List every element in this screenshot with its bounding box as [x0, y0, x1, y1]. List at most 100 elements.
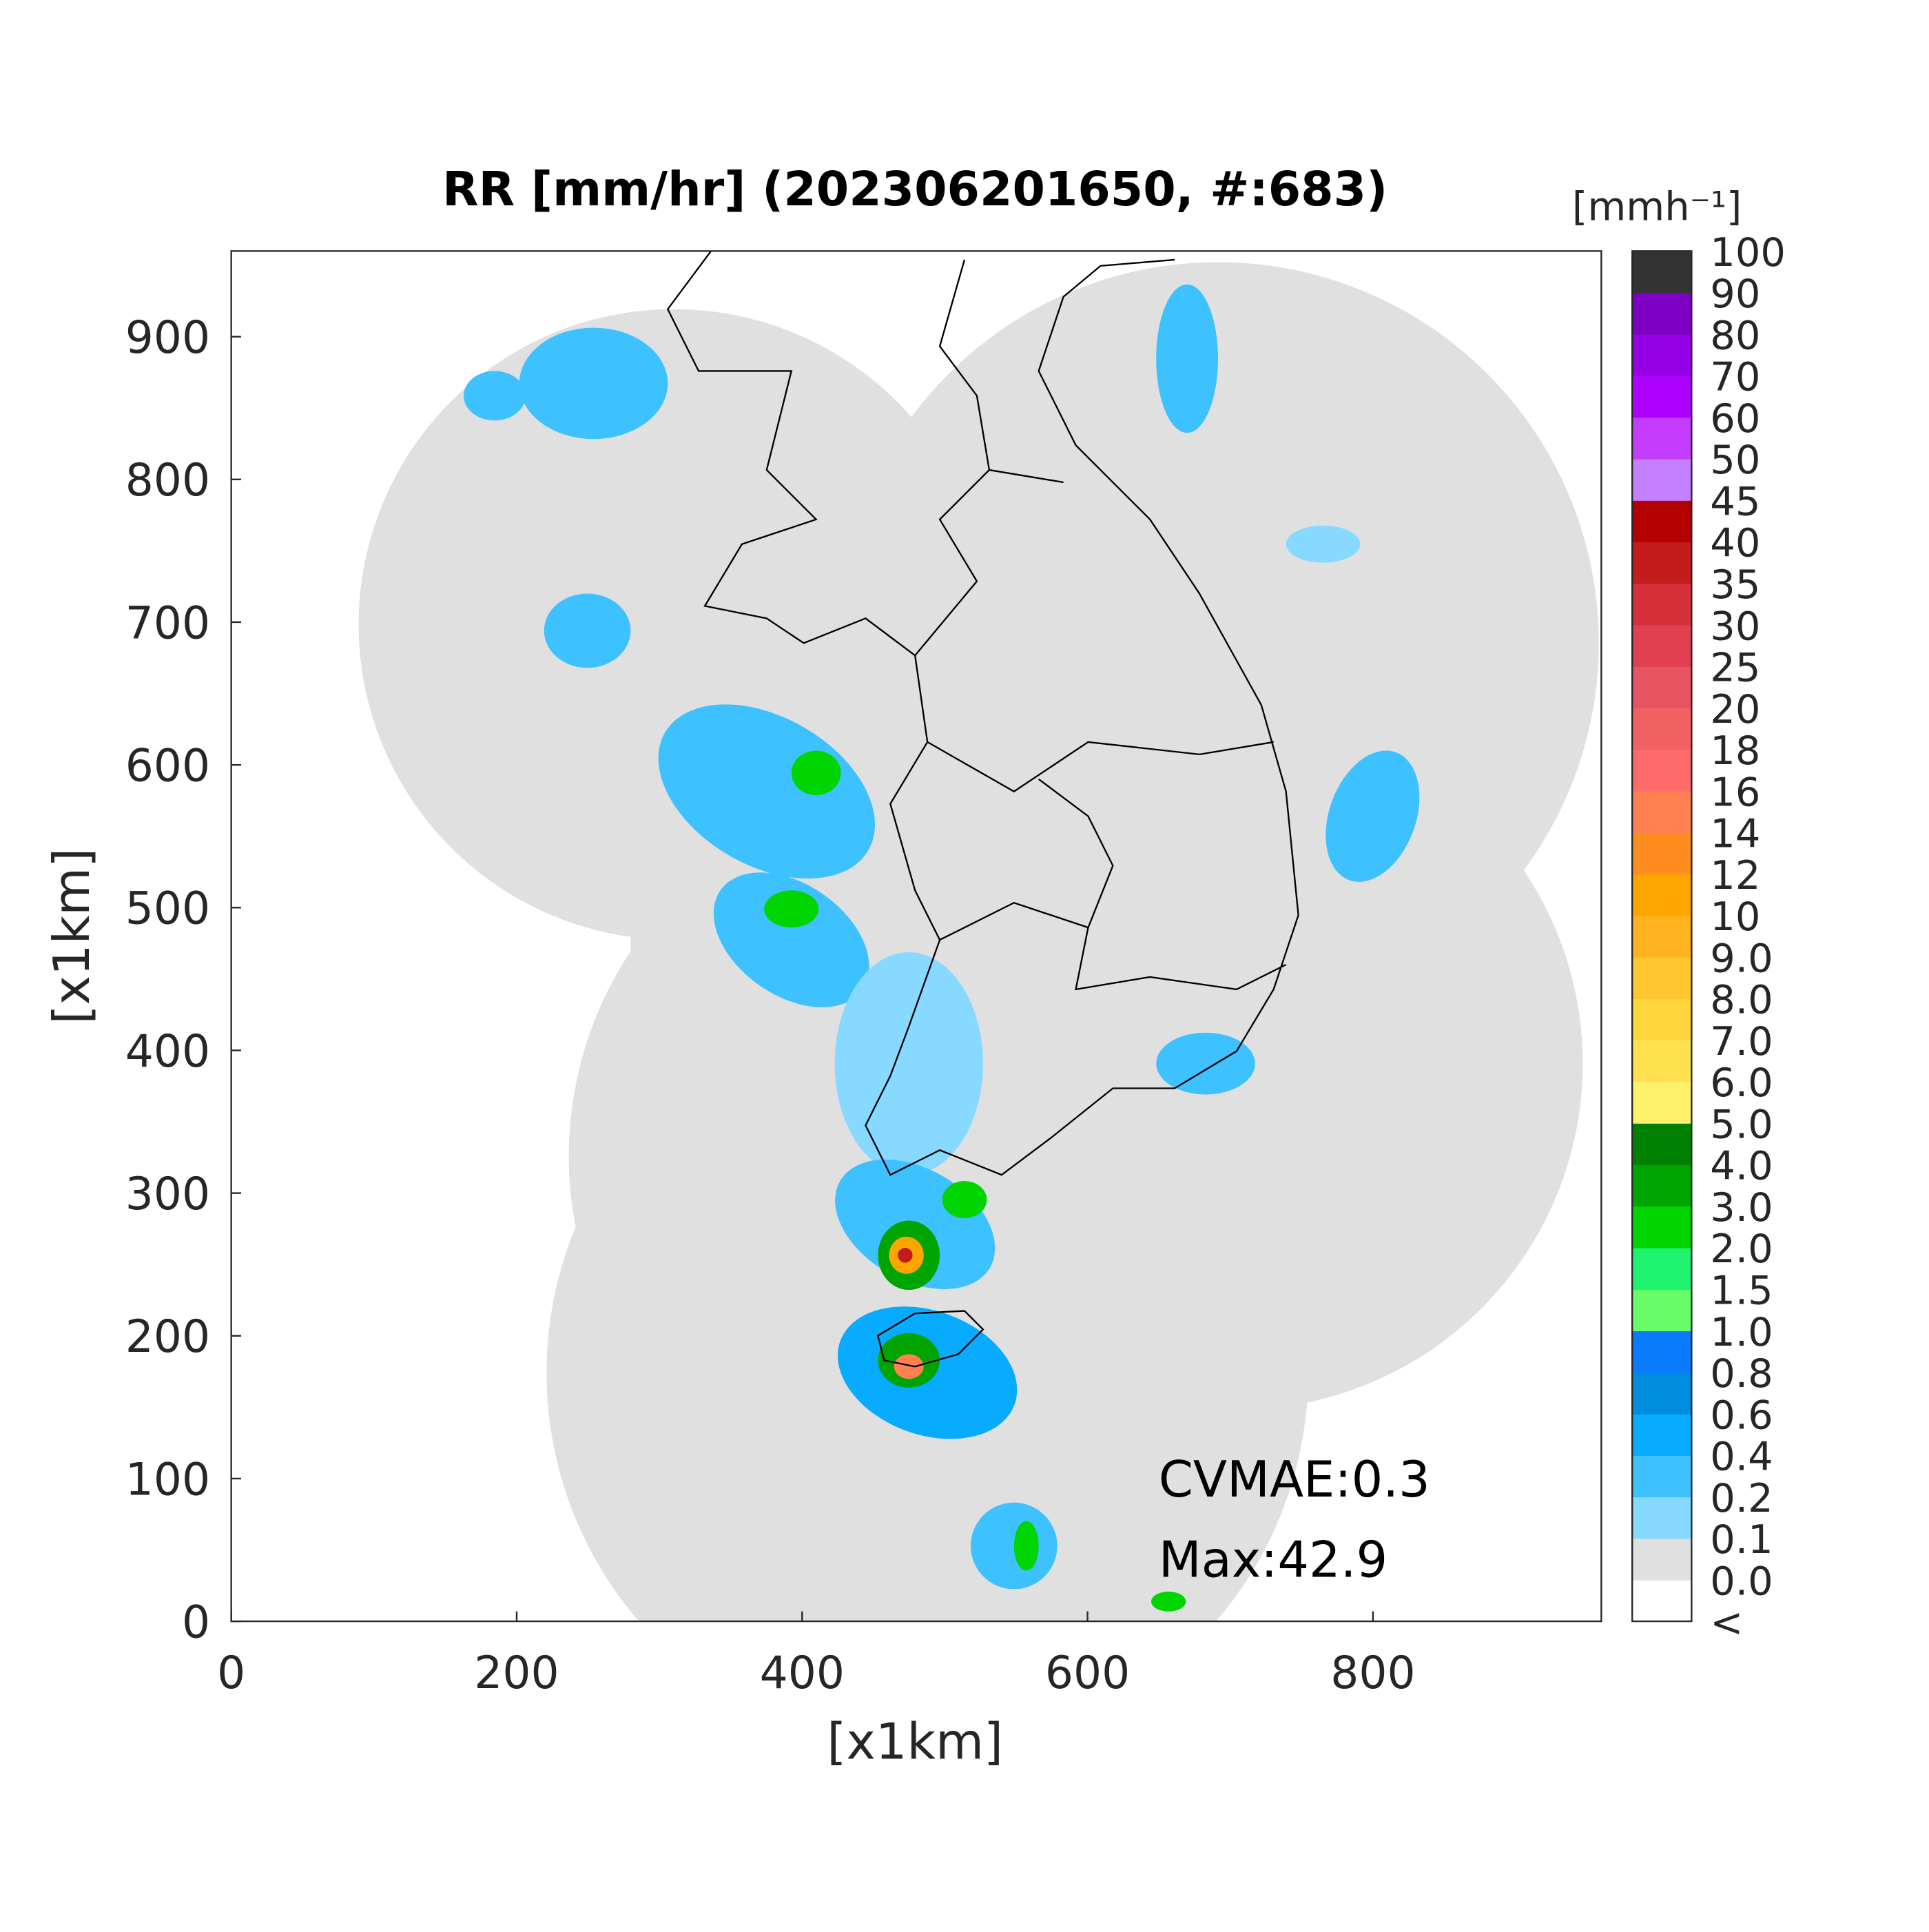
colorbar-label: 90: [1710, 271, 1760, 317]
y-tick-label: 700: [125, 597, 210, 649]
x-tick-label: 800: [1330, 1647, 1415, 1699]
colorbar-segment: [1632, 1122, 1692, 1166]
colorbar-label: 14: [1710, 811, 1760, 857]
y-tick-label: 500: [125, 883, 210, 935]
colorbar-segment: [1632, 458, 1692, 501]
colorbar-label: 30: [1710, 603, 1760, 649]
colorbar-segment: [1632, 417, 1692, 460]
colorbar-segment: [1632, 1372, 1692, 1415]
colorbar-label: 8.0: [1710, 977, 1773, 1023]
colorbar-segment: [1632, 1247, 1692, 1290]
colorbar-segment: [1632, 251, 1692, 294]
colorbar-segment: [1632, 874, 1692, 916]
colorbar-frame: [1631, 250, 1693, 1623]
colorbar-segment: [1632, 749, 1692, 792]
border-path: [914, 259, 1287, 991]
colorbar-segment: [1632, 1040, 1692, 1082]
colorbar-segment: [1632, 1164, 1692, 1207]
colorbar-label: 7.0: [1710, 1018, 1773, 1065]
colorbar-segment: [1632, 915, 1692, 958]
colorbar-segment: [1632, 956, 1692, 1000]
colorbar-label: 0.8: [1710, 1350, 1773, 1397]
radar-map: [358, 251, 1599, 1622]
colorbar-label: 45: [1710, 478, 1760, 524]
colorbar-label: 50: [1710, 437, 1760, 483]
y-axis-label: [x1km]: [43, 848, 101, 1025]
annotation: Max:42.9: [1159, 1530, 1388, 1588]
colorbar-unit: [mmh⁻¹]: [1572, 183, 1742, 229]
x-tick-label: 400: [760, 1647, 845, 1699]
colorbar-label: 70: [1710, 354, 1760, 400]
rain-area: [834, 952, 983, 1175]
colorbar-label: 12: [1710, 852, 1760, 898]
y-tick-label: 100: [125, 1454, 210, 1505]
colorbar-segment: [1632, 1579, 1692, 1622]
annotation: CVMAE:0.3: [1159, 1450, 1430, 1508]
colorbar-segment: [1632, 1413, 1692, 1456]
colorbar-label: 16: [1710, 769, 1760, 815]
colorbar-label: 60: [1710, 395, 1760, 442]
colorbar-label: 6.0: [1710, 1060, 1773, 1106]
colorbar-label: 10: [1710, 894, 1760, 940]
colorbar-label: 0.6: [1710, 1392, 1773, 1438]
colorbar-segment: [1632, 708, 1692, 750]
colorbar-label: 0.4: [1710, 1434, 1773, 1480]
colorbar-segment: [1632, 1288, 1692, 1332]
colorbar-label: 2.0: [1710, 1226, 1773, 1272]
colorbar-segment: [1632, 500, 1692, 543]
plot-frame: [230, 250, 1602, 1623]
x-tick-label: 600: [1045, 1647, 1130, 1699]
colorbar-label: 1.5: [1710, 1268, 1773, 1314]
colorbar-label: 3.0: [1710, 1184, 1773, 1231]
colorbar-segment: [1632, 583, 1692, 626]
colorbar-segment: [1632, 998, 1692, 1041]
y-tick-label: 800: [125, 455, 210, 506]
rain-core: [894, 1354, 924, 1379]
y-tick-label: 300: [125, 1169, 210, 1220]
colorbar-label: 18: [1710, 728, 1760, 774]
y-tick-label: 600: [125, 740, 210, 792]
colorbar-segment: [1632, 624, 1692, 667]
colorbar-label: 80: [1710, 312, 1760, 358]
colorbar-segment: [1632, 832, 1692, 875]
colorbar-segment: [1632, 333, 1692, 377]
x-tick-label: 200: [474, 1647, 559, 1699]
rain-area: [544, 593, 631, 668]
rain-area: [1286, 525, 1361, 563]
rain-core: [1013, 1521, 1039, 1571]
y-tick-label: 900: [125, 312, 210, 364]
colorbar-label: 5.0: [1710, 1101, 1773, 1147]
rain-area: [713, 872, 869, 1007]
colorbar-label: 40: [1710, 520, 1760, 566]
colorbar-segment: [1632, 292, 1692, 335]
colorbar-label: 25: [1710, 645, 1760, 691]
rain-area: [464, 371, 526, 421]
colorbar-segment: [1632, 1497, 1692, 1539]
colorbar-segment: [1632, 1538, 1692, 1581]
rain-area: [658, 704, 875, 879]
x-tick-label: 0: [217, 1647, 245, 1699]
colorbar-label: 4.0: [1710, 1143, 1773, 1189]
x-axis-label: [x1km]: [827, 1712, 1003, 1770]
colorbar-label: <: [1710, 1600, 1743, 1646]
colorbar-segment: [1632, 1455, 1692, 1498]
colorbar-label: 0.0: [1710, 1558, 1773, 1604]
rain-core: [898, 1248, 913, 1263]
y-tick-label: 0: [182, 1596, 210, 1648]
rain-core: [764, 890, 819, 928]
coast-path: [666, 251, 1299, 1176]
colorbar-segment: [1632, 376, 1692, 418]
colorbar-label: 9.0: [1710, 935, 1773, 981]
rain-area: [1156, 284, 1218, 433]
colorbar-segment: [1632, 790, 1692, 833]
rain-area: [1325, 750, 1420, 882]
colorbar-segment: [1632, 666, 1692, 709]
colorbar-label: 1.0: [1710, 1309, 1773, 1355]
rain-core: [942, 1181, 987, 1218]
colorbar-segment: [1632, 1081, 1692, 1124]
colorbar-label: 0.2: [1710, 1475, 1773, 1521]
rain-core: [791, 750, 841, 796]
coastline: [666, 251, 1299, 1368]
